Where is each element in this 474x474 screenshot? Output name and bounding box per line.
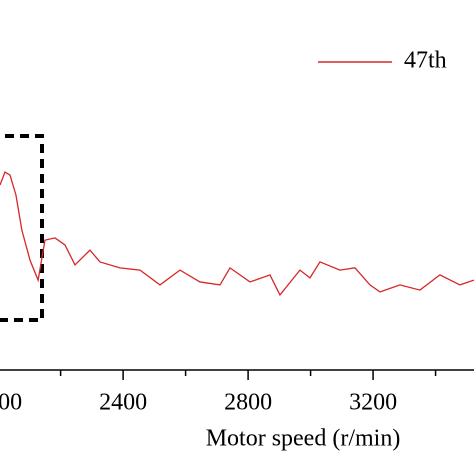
data-line bbox=[0, 171, 474, 297]
x-tick-label: 2400 bbox=[99, 390, 147, 416]
highlight-box bbox=[0, 134, 44, 322]
x-tick-label: 2000 bbox=[0, 390, 22, 416]
x-tick-label: 2800 bbox=[224, 390, 272, 416]
x-tick-label: 3200 bbox=[349, 390, 397, 416]
legend-label: 47th bbox=[404, 48, 447, 74]
x-axis-label: Motor speed (r/min) bbox=[206, 426, 401, 452]
